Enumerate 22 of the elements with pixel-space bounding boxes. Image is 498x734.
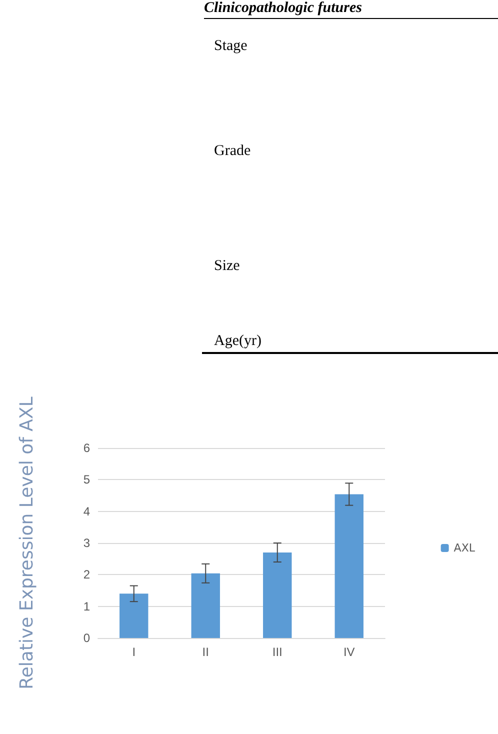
y-tick-label: 1 (83, 599, 90, 614)
y-axis-title: Relative Expression Level of AXL (16, 396, 38, 690)
x-tick-label: III (272, 645, 282, 659)
x-tick-label: II (202, 645, 209, 659)
y-tick-label: 5 (83, 472, 90, 487)
y-tick-label: 4 (83, 504, 90, 518)
x-tick-label: IV (343, 645, 355, 659)
bar (263, 552, 292, 638)
y-tick-label: 0 (83, 631, 90, 645)
bar (191, 573, 220, 638)
text: Grade (214, 143, 251, 160)
text: Size (214, 258, 240, 275)
bar (334, 494, 364, 638)
text: Age(yr) (214, 333, 262, 350)
x-tick-label: I (132, 645, 136, 659)
text: Clinicopathologic futures (204, 0, 498, 19)
legend-label: AXL (454, 542, 476, 554)
y-tick-label: 6 (83, 441, 90, 455)
bar (120, 594, 148, 638)
y-tick-label: 2 (83, 568, 90, 582)
y-tick-label: 3 (83, 536, 90, 550)
text: Stage (214, 38, 248, 55)
